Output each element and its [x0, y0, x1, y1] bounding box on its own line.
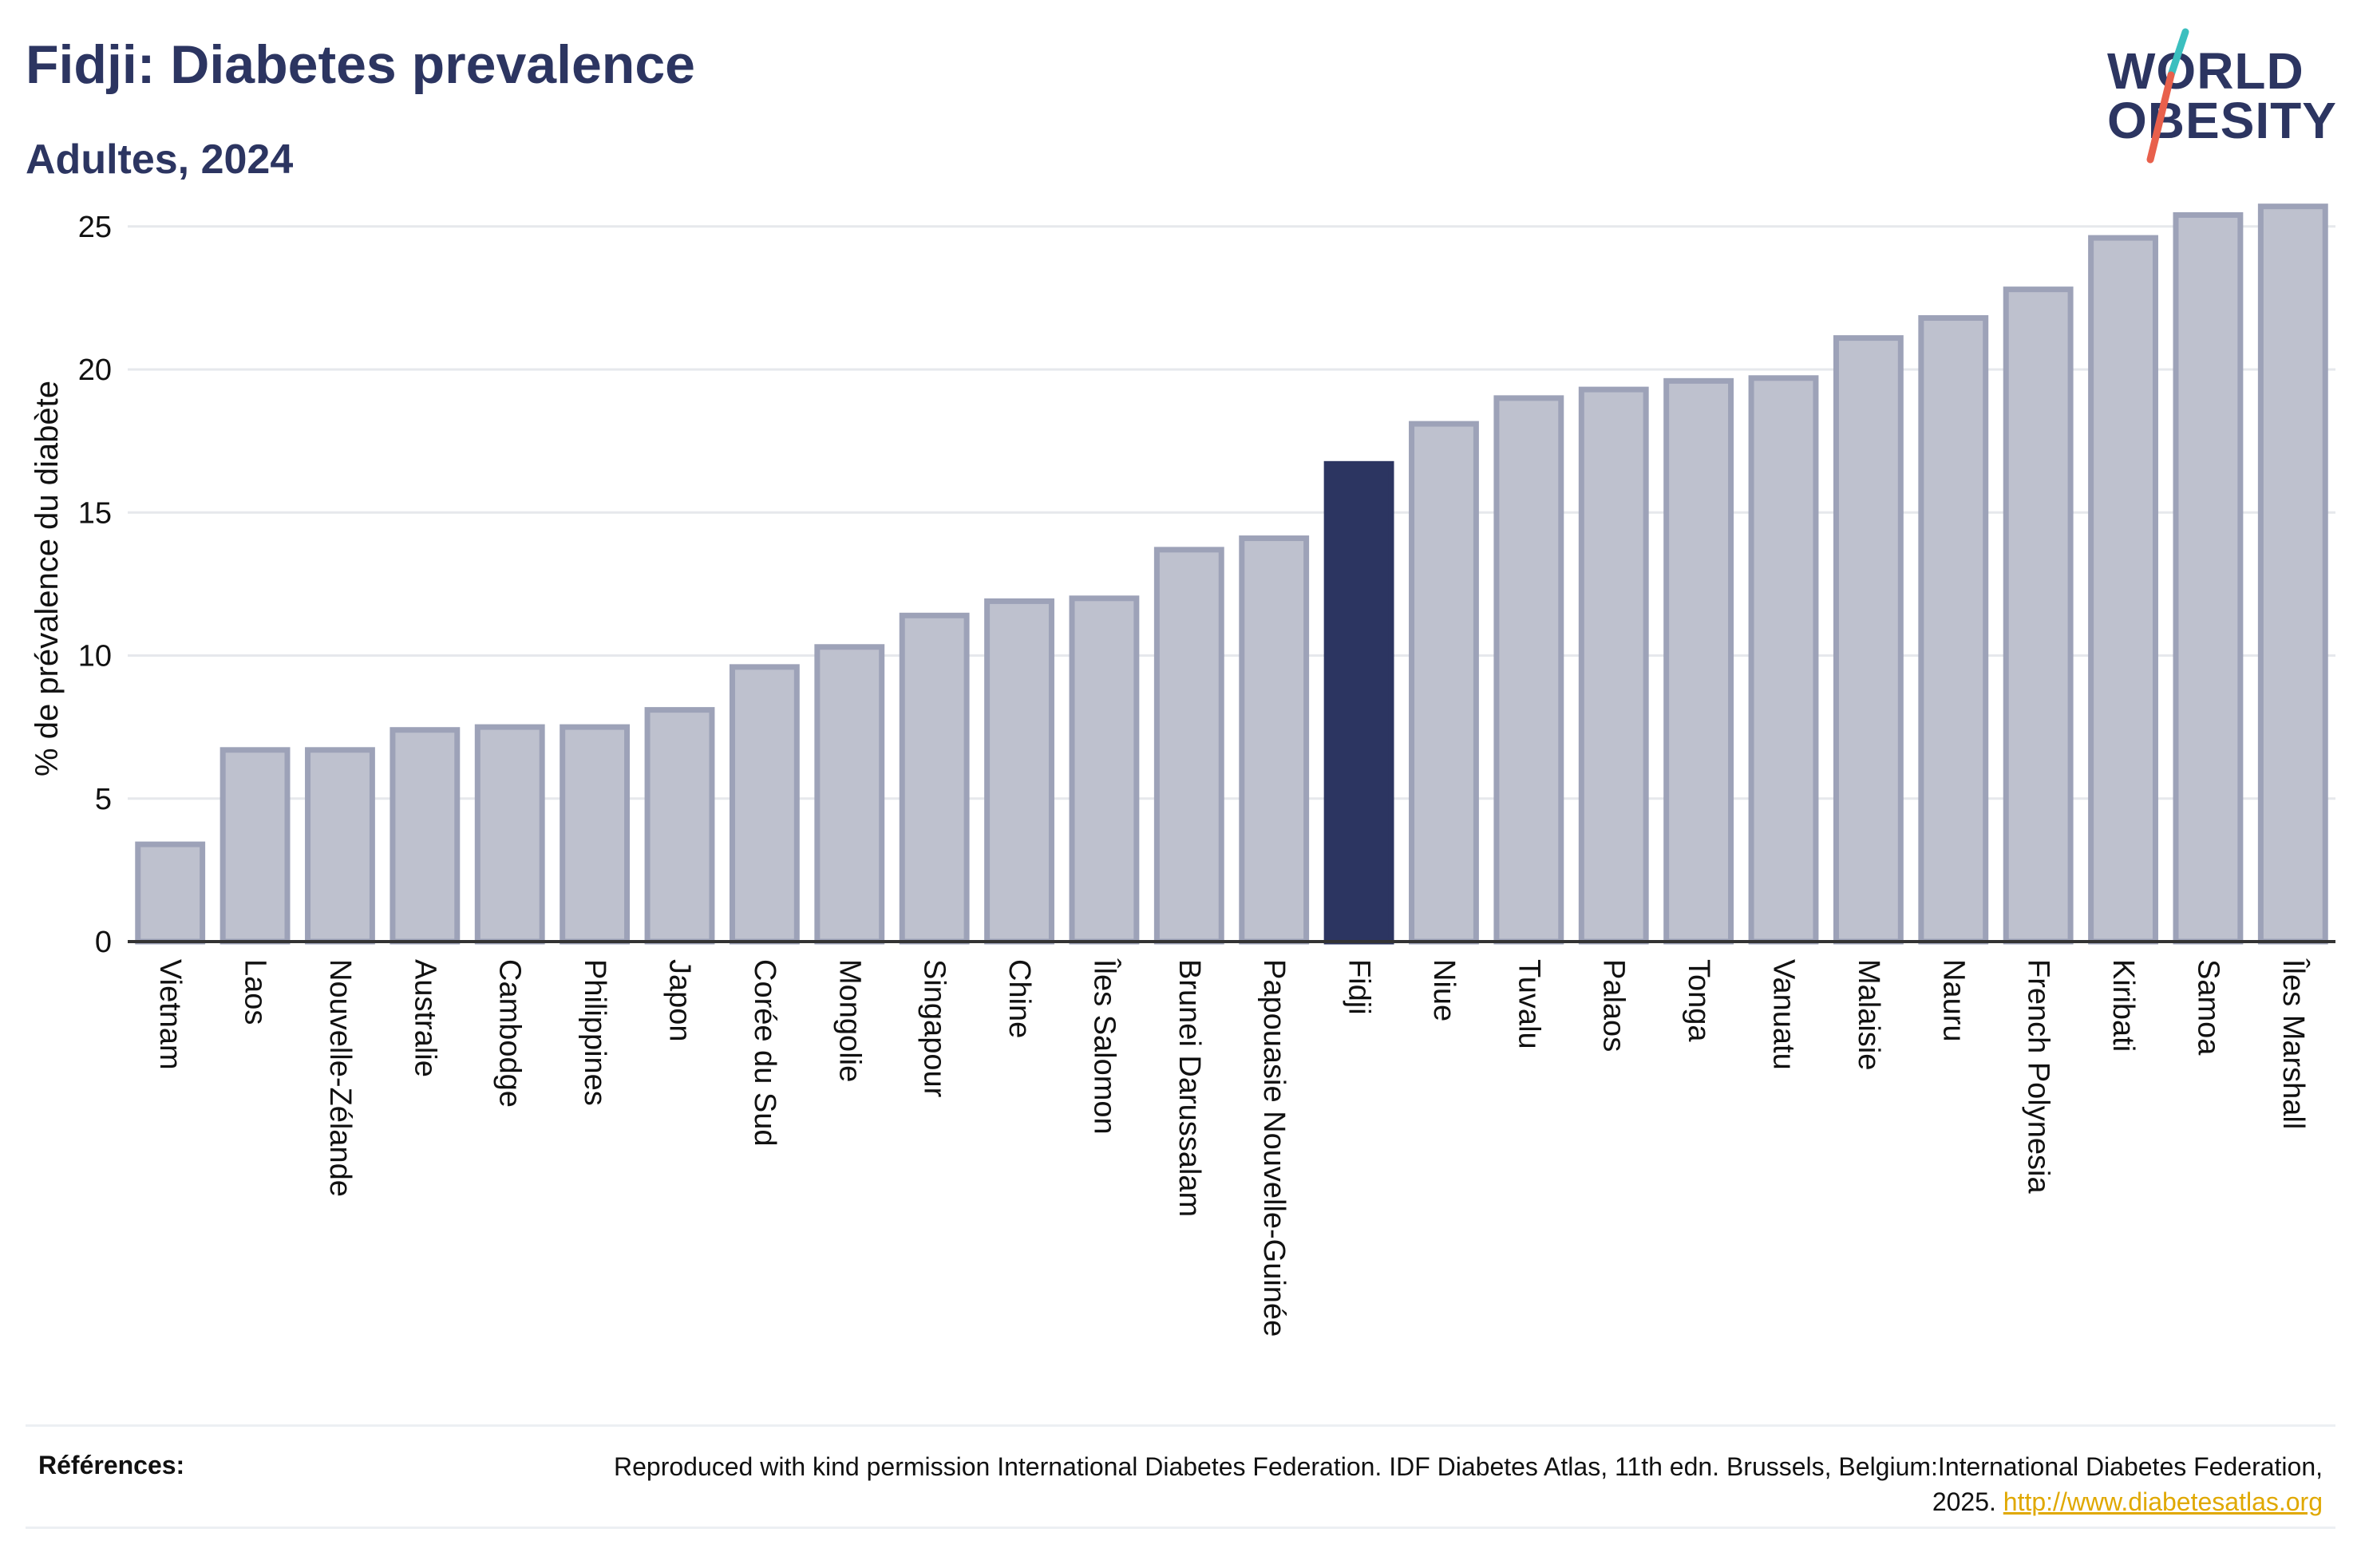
references-text: Reproduced with kind permission Internat…	[607, 1449, 2323, 1519]
x-tick-label: Vietnam	[153, 959, 187, 1070]
x-tick-label: Fidji	[1343, 959, 1376, 1015]
x-tick-label: Australie	[408, 959, 441, 1077]
bar--les-salomon[interactable]	[1069, 595, 1140, 945]
bar-laos[interactable]	[219, 747, 291, 945]
x-tick-label: Corée du Sud	[748, 959, 781, 1147]
x-tick-label: Papouasie Nouvelle-Guinée	[1257, 959, 1291, 1337]
logo-slash-icon	[2146, 28, 2189, 164]
bar--les-marshall[interactable]	[2257, 203, 2328, 945]
x-tick-label: Malaisie	[1852, 959, 1885, 1070]
bar-samoa[interactable]	[2173, 211, 2244, 945]
bar-mongolie[interactable]	[814, 644, 885, 945]
bar-singapour[interactable]	[899, 612, 970, 945]
bar-japon[interactable]	[644, 707, 715, 945]
x-tick-label: Kiribati	[2106, 959, 2140, 1052]
x-tick-label: Tonga	[1682, 959, 1715, 1042]
bars	[135, 203, 2328, 945]
x-tick-label: Vanuatu	[1767, 959, 1801, 1070]
logo-line-2: OBESITY	[2107, 92, 2337, 149]
world-obesity-logo: WORLD OBESITY	[2091, 26, 2339, 169]
references-citation: Reproduced with kind permission Internat…	[613, 1452, 2323, 1516]
y-tick-label: 10	[78, 640, 112, 673]
x-tick-label: Philippines	[578, 959, 611, 1106]
references-link[interactable]: http://www.diabetesatlas.org	[2003, 1487, 2323, 1516]
bar-papouasie-nouvelle-guin-e[interactable]	[1239, 535, 1310, 945]
bar-chart: 0 5 10 15 20 25 Vietnam Laos Nouvelle-Zélande Au…	[30, 203, 2335, 1337]
bar-french-polynesia[interactable]	[2003, 286, 2074, 945]
chart-title: Fidji: Diabetes prevalence	[26, 34, 695, 95]
y-axis-label: % de prévalence du diabète	[30, 381, 65, 776]
y-tick-label: 0	[95, 926, 112, 959]
x-tick-label: Îles Salomon	[1087, 958, 1121, 1135]
y-tick-label: 15	[78, 496, 112, 530]
x-tick-label: Palaos	[1597, 959, 1631, 1052]
bar-nouvelle-z-lande[interactable]	[305, 747, 375, 945]
bar-cambodge[interactable]	[474, 724, 545, 945]
y-tick-label: 25	[78, 211, 112, 244]
bar-philippines[interactable]	[560, 724, 631, 945]
bar-tuvalu[interactable]	[1493, 395, 1564, 945]
x-tick-label: Japon	[663, 959, 697, 1042]
x-tick-label: Laos	[239, 959, 272, 1025]
x-tick-label: Mongolie	[832, 959, 866, 1082]
x-tick-label: Tuvalu	[1512, 959, 1545, 1049]
x-tick-label: Nouvelle-Zélande	[323, 959, 357, 1197]
x-tick-label: Chine	[1003, 959, 1036, 1038]
x-tick-label: Îles Marshall	[2276, 958, 2311, 1129]
bar-kiribati[interactable]	[2088, 235, 2158, 945]
bar-brunei-darussalam[interactable]	[1153, 547, 1224, 945]
references-box: Références: Reproduced with kind permiss…	[26, 1424, 2335, 1529]
bar-niue[interactable]	[1409, 421, 1479, 945]
bar-nauru[interactable]	[1918, 314, 1989, 945]
x-tick-label: French Polynesia	[2022, 959, 2055, 1194]
x-tick-label: Niue	[1427, 959, 1461, 1021]
x-tick-label: Samoa	[2191, 959, 2225, 1056]
bar-cor-e-du-sud[interactable]	[729, 664, 800, 945]
y-tick-label: 5	[95, 783, 112, 816]
logo-line-1: WORLD	[2107, 42, 2304, 100]
bar-fidji[interactable]	[1323, 460, 1394, 945]
y-tick-labels: 0 5 10 15 20 25	[78, 211, 112, 959]
x-tick-label: Nauru	[1936, 959, 1970, 1042]
bar-malaisie[interactable]	[1833, 335, 1904, 945]
bar-vanuatu[interactable]	[1748, 375, 1819, 945]
chart-subtitle: Adultes, 2024	[26, 136, 294, 183]
y-tick-label: 20	[78, 353, 112, 387]
bar-chine[interactable]	[984, 598, 1054, 945]
x-tick-labels: Vietnam Laos Nouvelle-Zélande Australie Camb…	[153, 958, 2311, 1337]
bar-australie[interactable]	[390, 727, 461, 945]
bar-palaos[interactable]	[1578, 386, 1649, 945]
references-label: Références:	[38, 1451, 185, 1479]
bar-tonga[interactable]	[1663, 377, 1734, 945]
x-tick-label: Brunei Darussalam	[1173, 959, 1206, 1217]
x-tick-label: Singapour	[918, 959, 951, 1098]
bar-vietnam[interactable]	[135, 841, 206, 945]
x-tick-label: Cambodge	[493, 959, 527, 1108]
